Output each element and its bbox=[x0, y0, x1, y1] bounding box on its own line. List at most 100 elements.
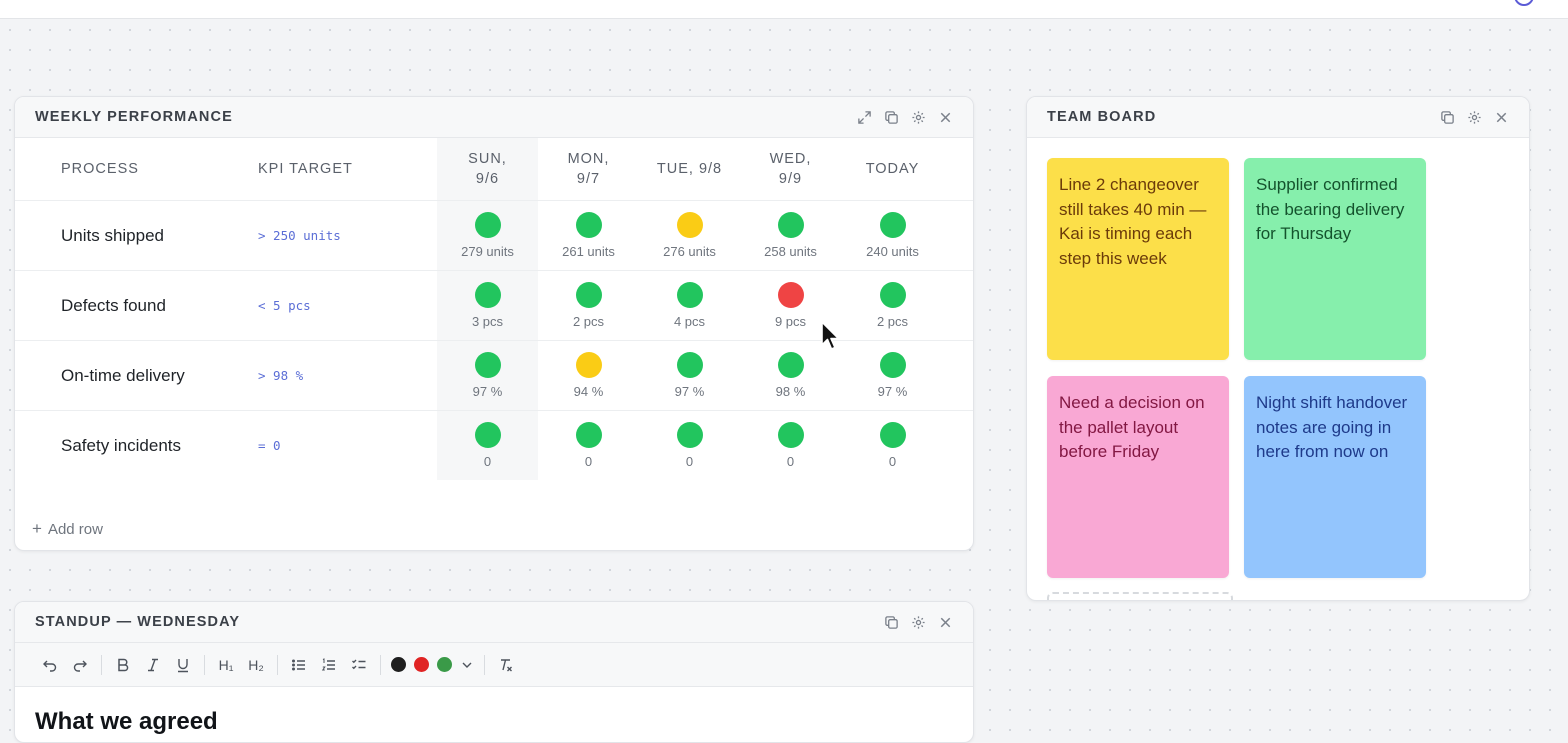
kpi-target: > 250 units bbox=[257, 200, 437, 271]
expand-icon[interactable] bbox=[855, 108, 874, 127]
close-icon[interactable] bbox=[936, 613, 955, 632]
kpi-cell[interactable]: 4 pcs bbox=[639, 270, 740, 341]
kpi-cell[interactable]: 276 units bbox=[639, 200, 740, 271]
kpi-cell[interactable]: 3 pcs bbox=[437, 270, 538, 341]
plus-icon: + bbox=[32, 519, 42, 538]
redo-icon[interactable] bbox=[65, 650, 95, 680]
process-name: Safety incidents bbox=[61, 435, 182, 455]
sticky-note[interactable]: Need a decision on the pallet layout bef… bbox=[1047, 376, 1229, 578]
kpi-target: < 5 pcs bbox=[257, 270, 437, 341]
sticky-note[interactable]: Supplier confirmed the bearing delivery … bbox=[1244, 158, 1426, 360]
table-row[interactable]: On-time delivery > 98 % 97 % 94 % 97 % 98 % 97… bbox=[15, 340, 973, 411]
status-dot-good bbox=[474, 352, 501, 378]
column-header-day: TUE, 9/8 bbox=[639, 138, 740, 201]
kpi-cell[interactable]: 2 pcs bbox=[538, 270, 639, 341]
duplicate-icon[interactable] bbox=[882, 613, 901, 632]
checklist-icon[interactable] bbox=[344, 650, 374, 680]
status-dot-good bbox=[676, 422, 703, 448]
kpi-cell[interactable]: 98 % bbox=[740, 340, 841, 411]
numbered-list-icon[interactable] bbox=[314, 650, 344, 680]
bold-icon[interactable] bbox=[108, 650, 138, 680]
status-dot-good bbox=[777, 422, 804, 448]
table-row[interactable]: Defects found < 5 pcs 3 pcs 2 pcs 4 pcs 9 pcs… bbox=[15, 270, 973, 341]
kpi-value: 94 % bbox=[573, 384, 604, 399]
duplicate-icon[interactable] bbox=[882, 108, 901, 127]
sticky-note[interactable]: Line 2 changeover still takes 40 min — K… bbox=[1047, 158, 1229, 360]
status-dot-good bbox=[474, 422, 501, 448]
kpi-value: 261 units bbox=[562, 244, 615, 259]
kpi-value: 0 bbox=[685, 454, 694, 469]
undo-icon[interactable] bbox=[35, 650, 65, 680]
status-dot-good bbox=[676, 282, 703, 308]
sticky-note[interactable]: Night shift handover notes are going in … bbox=[1244, 376, 1426, 578]
status-dot-good bbox=[575, 422, 602, 448]
underline-icon[interactable] bbox=[168, 650, 198, 680]
widget-header: TEAM BOARD bbox=[1027, 97, 1529, 138]
table-row[interactable]: Units shipped > 250 units 279 units 261 uni… bbox=[15, 200, 973, 271]
kpi-cell[interactable]: 97 % bbox=[639, 340, 740, 411]
settings-icon[interactable] bbox=[1465, 108, 1484, 127]
kpi-cell[interactable]: 258 units bbox=[740, 200, 841, 271]
heading-2-icon[interactable]: H₂ bbox=[248, 656, 264, 673]
close-icon[interactable] bbox=[1492, 108, 1511, 127]
duplicate-icon[interactable] bbox=[1438, 108, 1457, 127]
widget-header: WEEKLY PERFORMANCE bbox=[15, 97, 973, 138]
status-dot-warn bbox=[575, 352, 602, 378]
close-icon[interactable] bbox=[936, 108, 955, 127]
kpi-cell[interactable]: 279 units bbox=[437, 200, 538, 271]
kpi-value: 3 pcs bbox=[471, 314, 504, 329]
kpi-cell[interactable]: 0 bbox=[740, 411, 841, 481]
column-header-day: SUN, 9/6 bbox=[437, 138, 538, 201]
toolbar-divider bbox=[380, 654, 381, 675]
kpi-cell[interactable]: 240 units bbox=[841, 200, 973, 271]
kpi-value: 2 pcs bbox=[572, 314, 605, 329]
kpi-value: 98 % bbox=[775, 384, 806, 399]
kpi-cell[interactable]: 0 bbox=[538, 411, 639, 481]
kpi-cell[interactable]: 0 bbox=[437, 410, 538, 480]
status-dot-good bbox=[676, 352, 703, 378]
column-header-day: WED, 9/9 bbox=[740, 138, 841, 201]
widget-actions bbox=[855, 108, 955, 127]
table-header-row: PROCESS KPI TARGET SUN, 9/6 MON, 9/7 TUE… bbox=[15, 138, 973, 201]
status-dot-good bbox=[474, 212, 501, 238]
sticky-note-text: Line 2 changeover still takes 40 min — K… bbox=[1059, 175, 1207, 268]
bullet-list-icon[interactable] bbox=[284, 650, 314, 680]
color-swatch-red[interactable] bbox=[414, 657, 429, 672]
table-row[interactable]: Safety incidents = 0 0 0 0 0 0 bbox=[15, 410, 973, 481]
process-name: On-time delivery bbox=[15, 340, 257, 411]
settings-icon[interactable] bbox=[909, 613, 928, 632]
heading-1-icon[interactable]: H₁ bbox=[218, 656, 234, 673]
toolbar-divider bbox=[101, 654, 102, 675]
kpi-value: 0 bbox=[888, 454, 897, 469]
editor-heading[interactable]: What we agreed bbox=[35, 708, 218, 735]
column-header-today: TODAY bbox=[841, 138, 973, 201]
status-dot-good bbox=[879, 282, 906, 308]
kpi-cell[interactable]: 0 bbox=[841, 411, 973, 481]
kpi-value: 9 pcs bbox=[774, 314, 807, 329]
add-note-placeholder[interactable] bbox=[1047, 592, 1233, 600]
kpi-cell[interactable]: 261 units bbox=[538, 200, 639, 271]
kpi-cell[interactable]: 97 % bbox=[841, 340, 973, 411]
column-header-day: MON, 9/7 bbox=[538, 138, 639, 201]
sticky-note-text: Night shift handover notes are going in … bbox=[1256, 393, 1408, 461]
kpi-cell[interactable]: 94 % bbox=[538, 340, 639, 411]
chevron-down-icon[interactable] bbox=[456, 650, 478, 680]
kpi-cell[interactable]: 97 % bbox=[437, 340, 538, 411]
avatar[interactable] bbox=[1514, 0, 1534, 6]
italic-icon[interactable] bbox=[138, 650, 168, 680]
kpi-value: 240 units bbox=[866, 244, 919, 259]
status-dot-good bbox=[777, 352, 804, 378]
kpi-cell[interactable]: 2 pcs bbox=[841, 270, 973, 341]
color-swatch-green[interactable] bbox=[437, 657, 452, 672]
settings-icon[interactable] bbox=[909, 108, 928, 127]
widget-title: WEEKLY PERFORMANCE bbox=[35, 109, 233, 125]
kpi-value: 4 pcs bbox=[673, 314, 706, 329]
weekly-performance-widget: WEEKLY PERFORMANCE PROCESS KPI TARGET bbox=[14, 96, 974, 551]
kpi-cell[interactable]: 0 bbox=[639, 411, 740, 481]
add-row-button[interactable]: + Add row bbox=[32, 519, 103, 539]
clear-formatting-icon[interactable] bbox=[491, 650, 521, 680]
sticky-note-text: Supplier confirmed the bearing delivery … bbox=[1256, 175, 1405, 243]
color-swatch-black[interactable] bbox=[391, 657, 406, 672]
widget-title: TEAM BOARD bbox=[1047, 109, 1157, 125]
column-header-process: PROCESS bbox=[15, 138, 257, 201]
